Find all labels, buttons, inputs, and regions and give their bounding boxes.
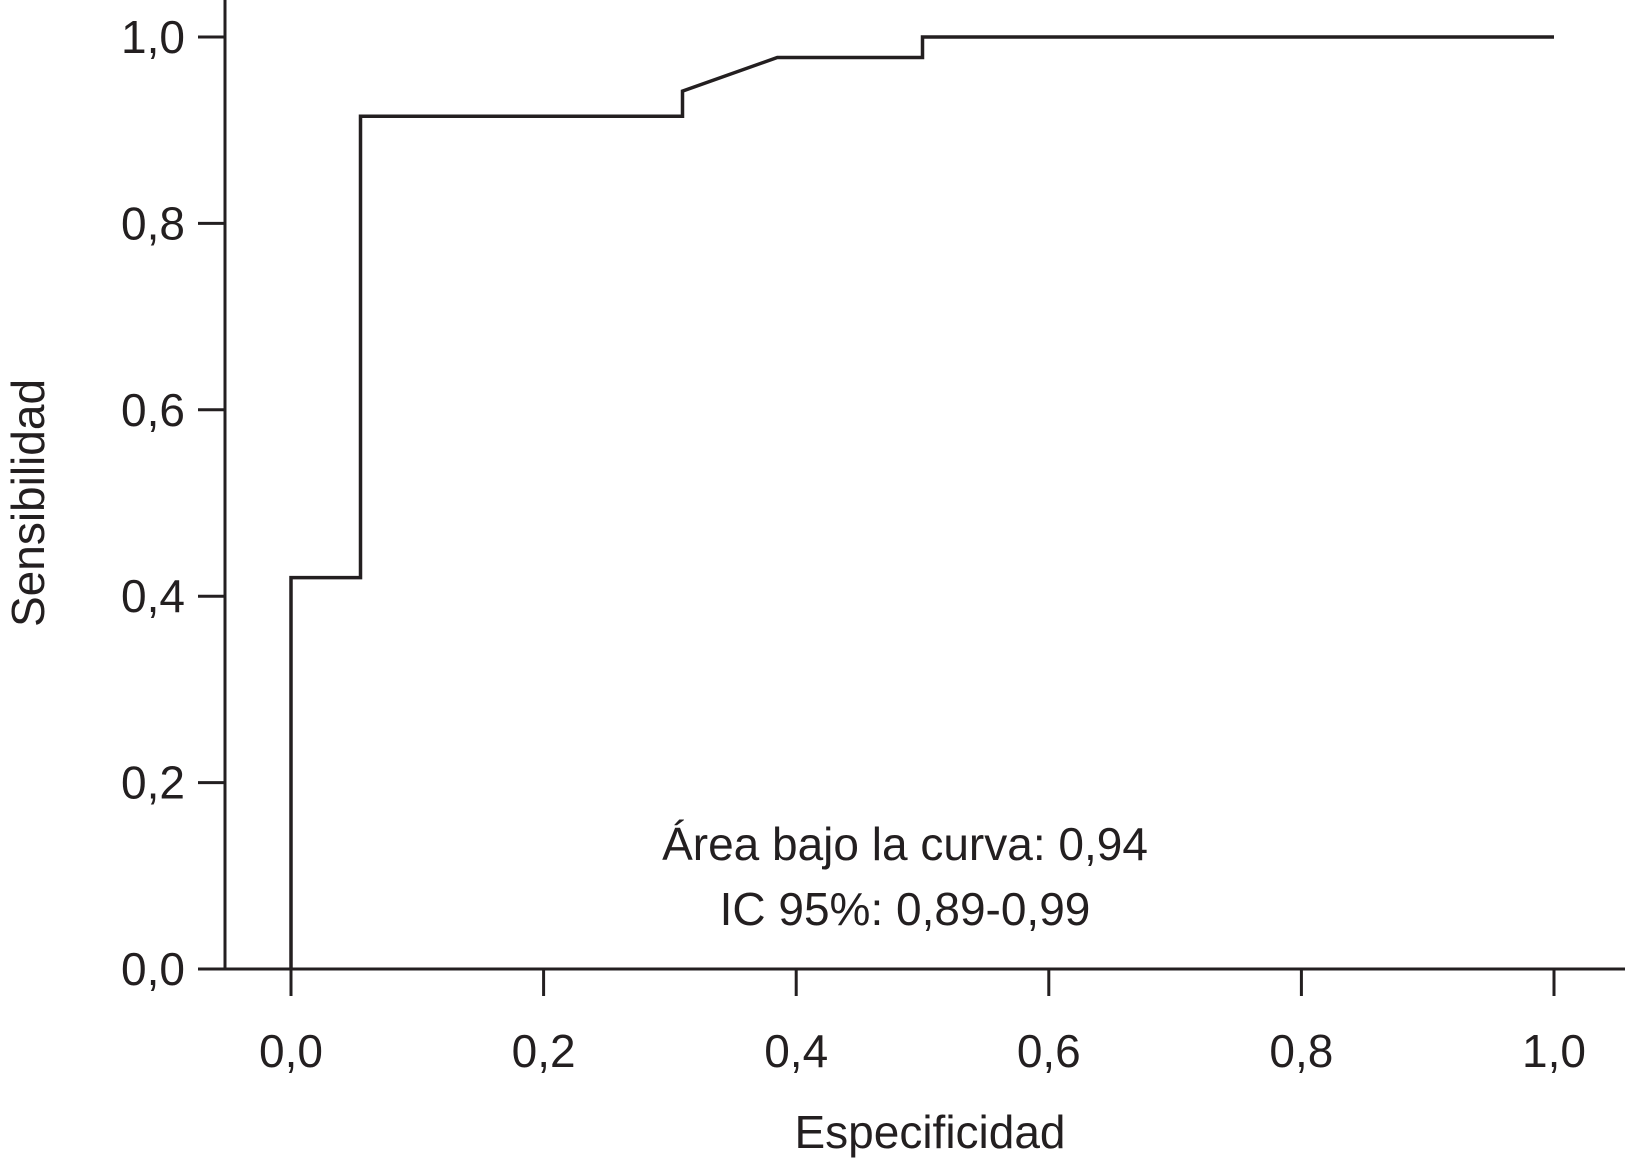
y-tick-label: 1,0 bbox=[121, 11, 185, 63]
y-tick-label: 0,0 bbox=[121, 943, 185, 995]
y-tick-label: 0,4 bbox=[121, 570, 185, 622]
y-tick-label: 0,6 bbox=[121, 384, 185, 436]
ci-annotation: IC 95%: 0,89-0,99 bbox=[720, 883, 1091, 935]
x-tick-label: 0,8 bbox=[1269, 1025, 1333, 1077]
y-axis: 0,0 0,2 0,4 0,6 0,8 1,0 bbox=[121, 0, 227, 995]
x-tick-label: 0,6 bbox=[1017, 1025, 1081, 1077]
series-group bbox=[289, 35, 1554, 969]
x-tick-label: 0,0 bbox=[259, 1025, 323, 1077]
roc-curve-line bbox=[289, 35, 1554, 969]
auc-annotation: Área bajo la curva: 0,94 bbox=[662, 818, 1148, 870]
x-axis-title: Especificidad bbox=[794, 1106, 1065, 1158]
x-tick-label: 0,4 bbox=[764, 1025, 828, 1077]
y-tick-label: 0,2 bbox=[121, 757, 185, 809]
x-axis: 0,0 0,2 0,4 0,6 0,8 1,0 bbox=[225, 967, 1625, 1077]
x-tick-label: 0,2 bbox=[512, 1025, 576, 1077]
x-tick-label: 1,0 bbox=[1522, 1025, 1586, 1077]
y-axis-title: Sensibilidad bbox=[2, 379, 54, 627]
y-tick-label: 0,8 bbox=[121, 197, 185, 249]
